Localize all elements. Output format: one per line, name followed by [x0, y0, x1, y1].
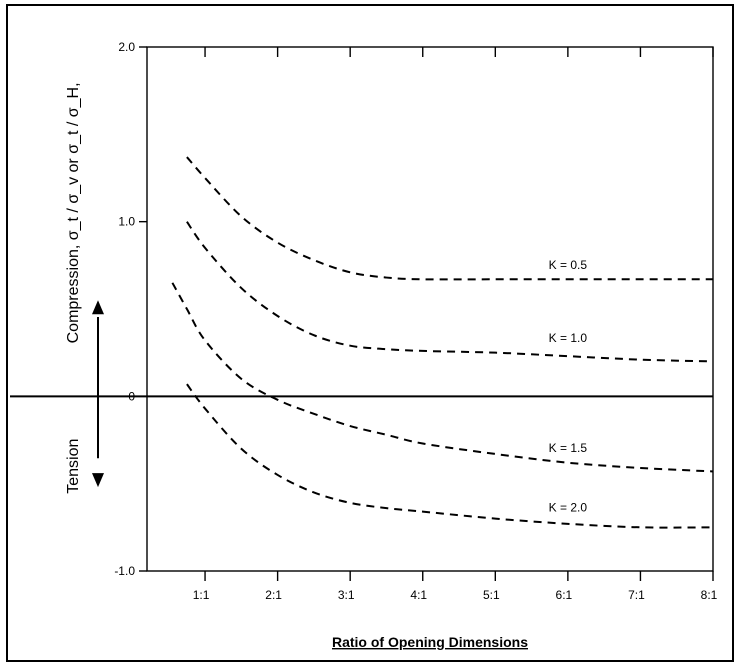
- x-tick-label: 8:1: [701, 588, 718, 602]
- y-axis-label: Compression, σ_t / σ_v or σ_t / σ_H,: [65, 82, 82, 343]
- y-tick-label: 1.0: [118, 215, 135, 229]
- y-tick-label: 0: [128, 389, 135, 403]
- x-tick-label: 3:1: [338, 588, 355, 602]
- series-line: [186, 383, 714, 529]
- x-tick-label: 4:1: [410, 588, 427, 602]
- series-label: K = 1.0: [549, 331, 588, 345]
- series-line: [186, 221, 714, 363]
- x-tick-label: 6:1: [556, 588, 573, 602]
- series-line: [171, 282, 714, 473]
- series-line: [186, 156, 713, 281]
- x-tick-label: 1:1: [193, 588, 210, 602]
- arrow-up-icon: [92, 300, 104, 315]
- series-label: K = 0.5: [549, 258, 588, 272]
- x-tick-label: 7:1: [628, 588, 645, 602]
- plot-border: [146, 46, 714, 572]
- x-tick-label: 5:1: [483, 588, 500, 602]
- series-label: K = 2.0: [549, 501, 588, 515]
- tension-label: Tension: [65, 439, 82, 494]
- y-tick-label: 2.0: [118, 40, 135, 54]
- x-axis-label: Ratio of Opening Dimensions: [332, 634, 528, 650]
- x-tick-label: 2:1: [265, 588, 282, 602]
- series-label: K = 1.5: [549, 441, 588, 455]
- arrow-down-icon: [92, 473, 104, 488]
- y-tick-label: -1.0: [114, 564, 135, 578]
- figure-frame: [6, 4, 734, 662]
